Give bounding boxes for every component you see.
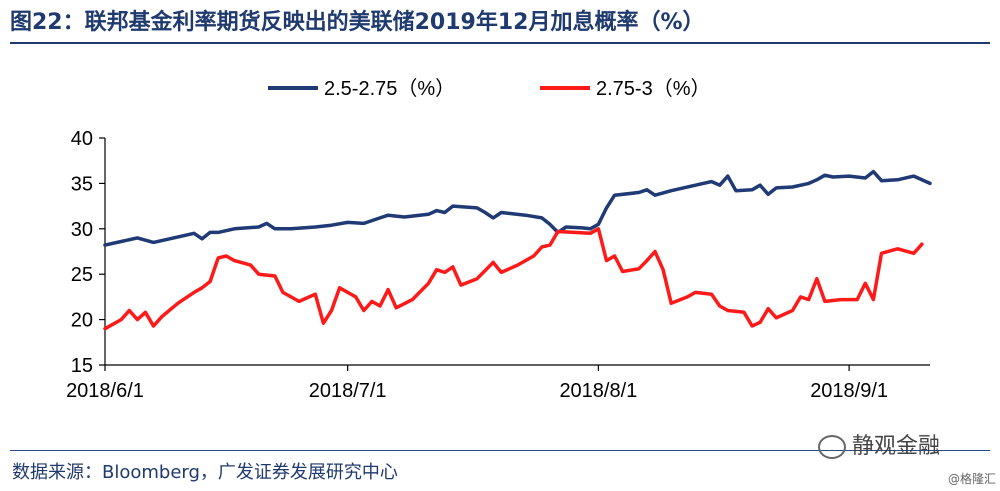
legend-label-2: 2.75-3（%） bbox=[596, 77, 711, 100]
x-tick-label: 2018/8/1 bbox=[559, 380, 637, 402]
y-tick-label: 35 bbox=[71, 173, 93, 195]
y-tick-label: 30 bbox=[71, 219, 93, 241]
legend-label-1: 2.5-2.75（%） bbox=[324, 77, 455, 100]
wechat-icon bbox=[817, 435, 846, 459]
y-tick-label: 25 bbox=[71, 264, 93, 286]
series-line-2 bbox=[103, 227, 924, 331]
watermark-secondary: @格隆汇 bbox=[947, 472, 996, 486]
legend: 2.5-2.75（%） 2.75-3（%） bbox=[268, 77, 711, 100]
y-tick-label: 40 bbox=[71, 128, 93, 150]
x-tick-label: 2018/9/1 bbox=[810, 380, 888, 402]
footer-divider bbox=[10, 450, 990, 451]
source-note: 数据来源：Bloomberg，广发证券发展研究中心 bbox=[12, 462, 398, 483]
axes: 15 20 25 30 35 40 2018/6/1 2018/7/1 2018/8/1 2018… bbox=[66, 128, 930, 402]
series-line-1 bbox=[103, 169, 932, 247]
x-tick-label: 2018/6/1 bbox=[66, 380, 144, 402]
chart-title: 图22：联邦基金利率期货反映出的美联储2019年12月加息概率（%） bbox=[10, 10, 705, 35]
series-group bbox=[103, 169, 932, 331]
x-tick-label: 2018/7/1 bbox=[309, 380, 387, 402]
title-divider bbox=[10, 42, 990, 44]
watermark: 静观金融 bbox=[817, 428, 940, 460]
y-tick-label: 15 bbox=[71, 355, 93, 377]
watermark-text: 静观金融 bbox=[851, 434, 940, 459]
y-tick-label: 20 bbox=[71, 310, 93, 332]
